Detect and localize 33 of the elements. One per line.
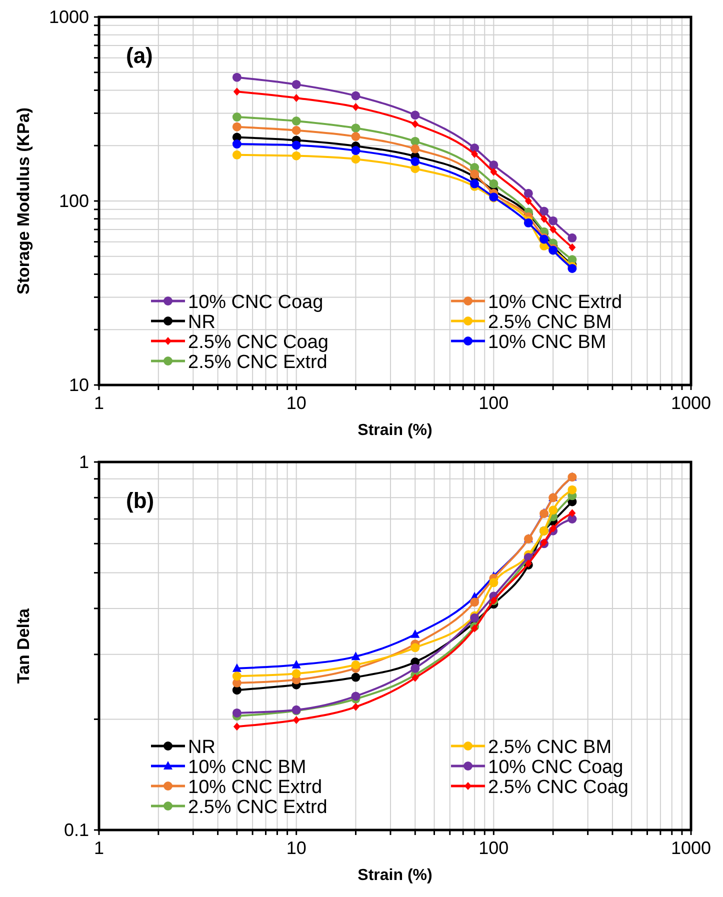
legend-label: 2.5% CNC Extrd: [188, 352, 328, 373]
x-tick-label: 100: [478, 393, 509, 413]
annotation: (b): [126, 488, 154, 513]
legend-label: 10% CNC BM: [188, 757, 306, 778]
legend-label: 2.5% CNC Coag: [488, 777, 628, 798]
legend-label: 10% CNC Extrd: [188, 777, 322, 798]
x-tick-label: 1000: [670, 838, 712, 858]
legend-label: 10% CNC BM: [488, 332, 606, 353]
y-tick-label: 10: [68, 375, 89, 395]
x-tick-label: 100: [478, 838, 509, 858]
legend-label: 10% CNC Coag: [488, 757, 624, 778]
legend-label: NR: [188, 737, 216, 758]
annotation: (a): [126, 43, 153, 68]
x-tick-label: 1000: [670, 393, 712, 413]
legend-label: 2.5% CNC BM: [488, 737, 612, 758]
y-axis-title: Storage Modulus (KPa): [14, 107, 33, 295]
y-axis-title: Tan Delta: [14, 608, 33, 684]
x-axis-title: Strain (%): [358, 422, 432, 439]
legend-label: 2.5% CNC Coag: [188, 332, 328, 353]
legend-label: 2.5% CNC Extrd: [188, 797, 328, 818]
y-tick-label: 1000: [48, 7, 89, 27]
y-tick-label: 100: [58, 191, 89, 211]
legend-label: NR: [188, 312, 216, 333]
y-tick-label: 0.1: [64, 820, 89, 840]
x-tick-label: 10: [286, 838, 306, 858]
legend-label: 10% CNC Coag: [188, 292, 324, 313]
x-axis-title: Strain (%): [358, 867, 432, 884]
x-tick-label: 10: [286, 393, 306, 413]
y-tick-label: 1: [78, 452, 89, 472]
x-tick-label: 1: [94, 838, 104, 858]
legend-label: 10% CNC Extrd: [488, 292, 622, 313]
x-tick-label: 1: [94, 393, 104, 413]
legend-label: 2.5% CNC BM: [488, 312, 612, 333]
